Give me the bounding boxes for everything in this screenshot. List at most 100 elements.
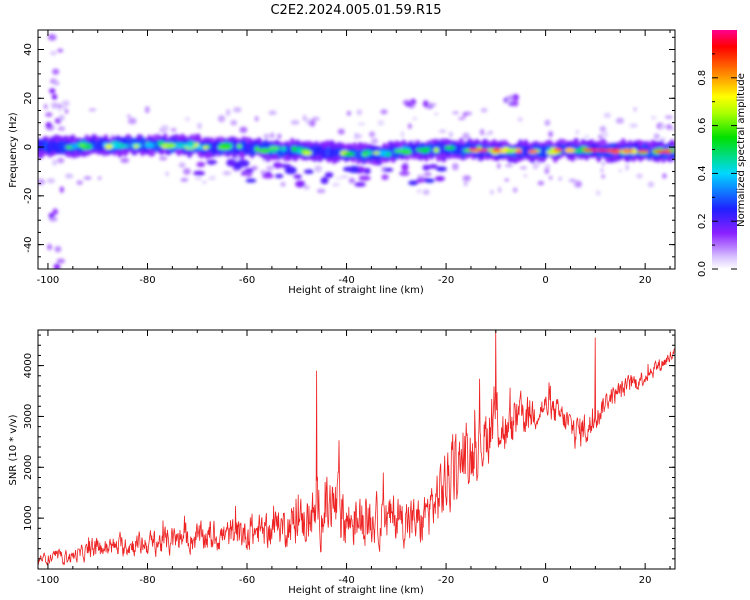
spectral-speckle: [239, 126, 248, 133]
snr-x-axis-label: Height of straight line (km): [288, 585, 424, 596]
spectral-speckle: [505, 163, 513, 168]
spectral-speckle: [269, 132, 275, 139]
spectral-band-peak: [296, 148, 302, 154]
snr-x-tick-label: 0: [542, 575, 548, 586]
spectral-speckle: [58, 108, 62, 112]
spectral-speckle: [504, 178, 510, 182]
spectrogram-panel: -100 -80 -60 -40 -20 0 20 -40 -20 0 20 40 Height of…: [8, 29, 676, 296]
spectral-speckle: [377, 119, 385, 126]
spectral-band-peak: [379, 150, 388, 156]
spectrogram-y-axis-label: Frequency (Hz): [8, 112, 19, 188]
spectral-speckle: [601, 174, 606, 179]
spectral-speckle: [43, 103, 48, 110]
spectrogram-ticks: -100 -80 -60 -40 -20 0 20 -40 -20 0 20 40: [23, 30, 675, 286]
spectral-secondary-feature: [47, 34, 57, 41]
spectral-secondary-feature: [511, 95, 520, 100]
spectral-speckle: [380, 109, 388, 115]
spectral-band-peak: [291, 146, 298, 152]
spectral-lower-band: [245, 178, 257, 183]
spectral-secondary-feature: [240, 172, 248, 176]
spectral-band-max: [491, 149, 502, 153]
colorbar-label: Normalized spectral amplitude: [736, 73, 747, 227]
spectral-speckle: [448, 131, 453, 138]
spectral-speckle: [120, 157, 130, 163]
spectral-band-max: [468, 148, 478, 151]
spectral-speckle: [290, 120, 300, 125]
spectral-band-max: [609, 149, 618, 152]
spectrogram-y-tick-label: -20: [23, 188, 34, 204]
spectral-secondary-feature: [423, 100, 429, 108]
spectral-speckle: [544, 119, 551, 126]
spectral-speckle: [416, 189, 422, 194]
spectral-lower-band: [408, 180, 419, 186]
spectral-secondary-feature: [411, 99, 416, 103]
spectral-band-peak: [144, 142, 155, 149]
spectral-band-max: [476, 148, 483, 152]
spectrogram-x-tick-label: -80: [139, 275, 155, 286]
spectral-speckle: [489, 189, 495, 195]
spectral-lower-band: [293, 174, 302, 179]
spectral-speckle: [452, 111, 460, 115]
spectral-band-max: [622, 149, 629, 153]
spectral-secondary-feature: [57, 103, 62, 109]
spectral-speckle: [337, 128, 345, 135]
spectral-band-peak: [202, 146, 209, 150]
spectral-lower-band: [436, 166, 447, 172]
spectral-lower-band: [424, 178, 435, 183]
spectral-speckle: [165, 171, 169, 177]
spectrogram-x-tick-label: 20: [639, 275, 652, 286]
spectral-band-peak: [258, 148, 271, 154]
spectral-speckle: [666, 124, 673, 130]
snr-x-tick-label: -40: [338, 575, 354, 586]
spectral-band-max: [659, 150, 668, 154]
colorbar: 0.0 0.2 0.4 0.6 0.8 Normalized spectral ampl…: [697, 30, 747, 277]
spectrogram-y-tick-label: 0: [23, 144, 34, 150]
spectral-speckle: [76, 180, 83, 185]
spectral-speckle: [512, 187, 518, 193]
spectral-secondary-feature: [265, 165, 274, 171]
spectral-secondary-feature: [45, 112, 53, 118]
spectral-speckle: [537, 180, 545, 186]
spectral-speckle: [462, 111, 468, 118]
spectral-speckle: [335, 177, 343, 180]
spectral-speckle: [544, 167, 550, 175]
spectral-lower-band: [422, 164, 431, 171]
spectral-speckle: [331, 182, 340, 187]
spectral-speckle: [484, 133, 490, 136]
spectral-speckle: [423, 172, 432, 177]
spectral-speckle: [629, 123, 638, 128]
spectral-speckle: [434, 112, 439, 116]
spectral-secondary-feature: [57, 48, 64, 53]
spectral-band-peak: [269, 147, 278, 153]
snr-x-tick-label: -100: [37, 575, 60, 586]
spectral-secondary-feature: [52, 80, 59, 84]
spectral-speckle: [353, 135, 360, 140]
spectral-speckle: [178, 162, 186, 168]
spectral-speckle: [544, 164, 551, 169]
spectral-band-max: [597, 148, 607, 152]
spectrogram-x-tick-label: -100: [37, 275, 60, 286]
spectral-speckle: [480, 128, 485, 136]
spectral-secondary-feature: [52, 208, 59, 215]
spectral-speckle: [371, 138, 379, 145]
spectral-secondary-feature: [57, 126, 66, 131]
spectral-speckle: [625, 163, 629, 171]
spectral-band-max: [586, 148, 597, 152]
colorbar-tick-label: 0.0: [697, 261, 708, 277]
spectral-secondary-feature: [405, 103, 412, 107]
spectral-lower-band: [295, 180, 306, 188]
spectral-speckle: [280, 181, 286, 187]
spectral-band-peak: [573, 149, 584, 153]
spectral-speckle: [532, 164, 539, 170]
spectral-lower-band: [434, 176, 445, 182]
spectral-speckle: [217, 115, 226, 123]
spectral-speckle: [615, 117, 625, 124]
spectral-lower-band: [272, 162, 283, 169]
spectral-speckle: [451, 162, 459, 171]
spectral-band-peak: [444, 145, 456, 151]
spectral-band-peak: [550, 147, 557, 153]
spectral-lower-band: [383, 167, 394, 172]
spectral-speckle: [463, 179, 468, 187]
snr-ticks: -100 -80 -60 -40 -20 0 20 1000 2000 3000 4000: [23, 330, 675, 586]
spectral-band-peak: [420, 147, 430, 154]
